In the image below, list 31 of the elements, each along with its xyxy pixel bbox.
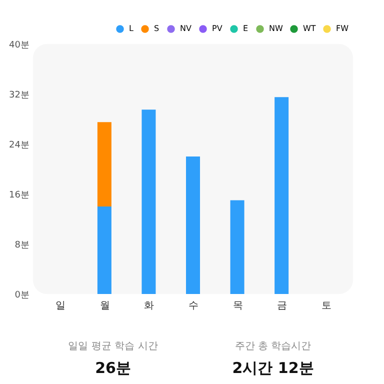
y-tick-label: 0분 — [14, 290, 30, 300]
legend-label: NV — [180, 24, 192, 33]
text: 주간 총 학습시간 — [234, 341, 312, 352]
legend-label: L — [129, 24, 134, 33]
text: 26분 — [95, 359, 131, 377]
x-tick-label: 목 — [232, 300, 243, 312]
legend-label: NW — [269, 24, 283, 33]
legend-label: WT — [303, 24, 316, 33]
x-tick-label: 일 — [56, 300, 66, 312]
x-tick-label: 토 — [321, 300, 332, 312]
legend-label: S — [154, 24, 160, 33]
legend-label: E — [243, 24, 248, 33]
text: 2시간 12분 — [232, 359, 314, 377]
y-tick-label: 24분 — [9, 140, 30, 150]
y-tick-label: 16분 — [9, 190, 30, 200]
legend-label: PV — [212, 24, 223, 33]
x-tick-label: 수 — [188, 300, 198, 312]
bar — [274, 97, 289, 294]
bar — [97, 122, 112, 206]
text: 일일 평균 학습 시간 — [68, 341, 158, 352]
x-tick-label: 월 — [100, 300, 110, 312]
x-tick-label: 화 — [144, 300, 154, 312]
legend-label: FW — [336, 24, 349, 33]
y-tick-label: 40분 — [9, 40, 30, 50]
bar — [186, 156, 200, 294]
bar — [97, 206, 112, 294]
y-tick-label: 32분 — [9, 90, 30, 100]
x-tick-label: 금 — [277, 300, 288, 312]
bar — [142, 110, 156, 294]
bar — [230, 200, 244, 294]
y-tick-label: 8분 — [14, 240, 30, 250]
